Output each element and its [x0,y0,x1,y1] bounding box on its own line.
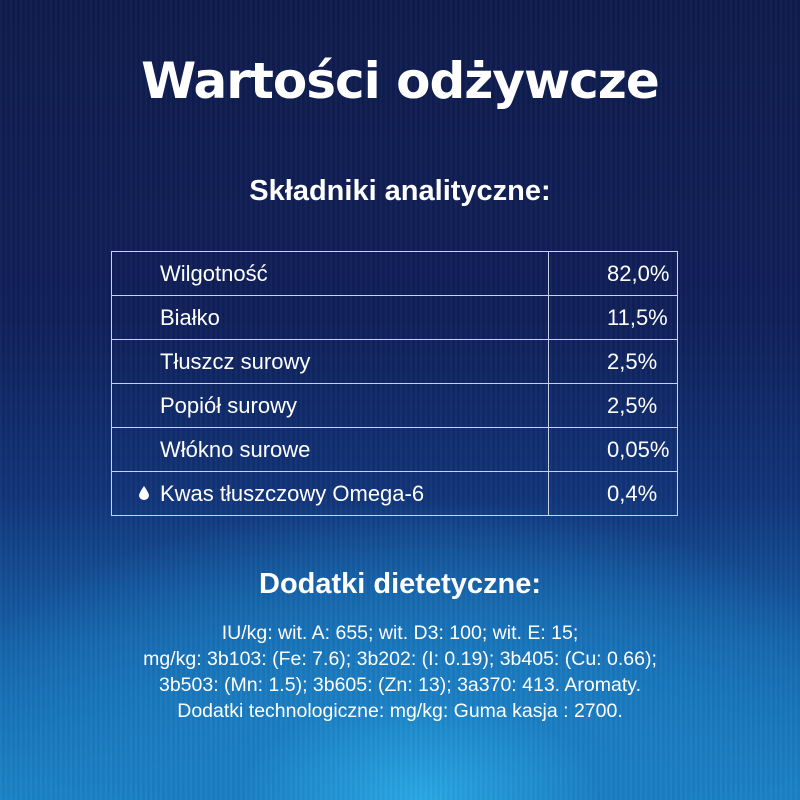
nutrient-value: 0,4% [548,471,678,516]
table-row: Włókno surowe 0,05% [111,427,678,472]
nutrient-name: Popiół surowy [111,383,549,428]
table-row: Popiół surowy 2,5% [111,383,678,428]
nutrient-label: Białko [160,304,220,330]
nutrient-name: Kwas tłuszczowy Omega-6 [111,471,549,516]
table-row: Białko 11,5% [111,295,678,340]
additives-line: 3b503: (Mn: 1.5); 3b605: (Zn: 13); 3a370… [158,674,641,696]
table-row: Kwas tłuszczowy Omega-6 0,4% [111,471,678,516]
nutrient-value: 0,05% [548,427,678,472]
additives-line: mg/kg: 3b103: (Fe: 7.6); 3b202: (I: 0.19… [143,648,657,670]
additives-line: IU/kg: wit. A: 655; wit. D3: 100; wit. E… [221,622,579,644]
nutrient-label: Popiół surowy [160,392,297,418]
additives-heading: Dodatki dietetyczne: [259,568,541,600]
nutrient-label: Kwas tłuszczowy Omega-6 [160,480,425,506]
nutrient-label: Wilgotność [160,260,268,286]
nutrient-label: Włókno surowe [160,436,311,462]
nutrient-value: 2,5% [548,383,678,428]
nutrient-name: Wilgotność [111,251,549,296]
table-row: Tłuszcz surowy 2,5% [111,339,678,384]
additives-text: IU/kg: wit. A: 655; wit. D3: 100; wit. E… [0,620,800,724]
nutrient-value: 2,5% [548,339,678,384]
nutrient-name: Włókno surowe [111,427,549,472]
nutrient-value: 11,5% [548,295,678,340]
drop-icon [139,486,149,500]
additives-line: Dodatki technologiczne: mg/kg: Guma kasj… [177,700,623,722]
analytical-heading: Składniki analityczne: [249,175,551,207]
table-row: Wilgotność 82,0% [111,251,678,296]
nutrient-value: 82,0% [548,251,678,296]
page-title: Wartości odżywcze [141,52,660,110]
nutrient-label: Tłuszcz surowy [160,348,311,374]
nutrient-name: Białko [111,295,549,340]
nutrient-name: Tłuszcz surowy [111,339,549,384]
analytical-table: Wilgotność 82,0% Białko 11,5% Tłuszcz surowy… [111,251,678,516]
